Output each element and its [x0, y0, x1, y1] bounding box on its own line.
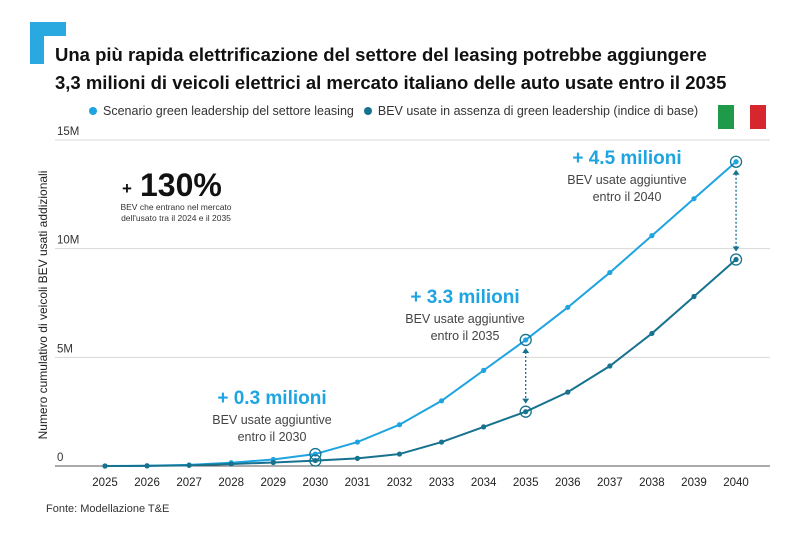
- source-note: Fonte: Modellazione T&E: [46, 503, 170, 515]
- flag-stripe-green: [718, 105, 734, 129]
- highlight-ring-baseline: [309, 454, 322, 467]
- data-point-green-leadership: [607, 269, 613, 276]
- data-point-baseline: [438, 439, 445, 445]
- callout-subtext-2040: BEV usate aggiuntive: [567, 173, 687, 187]
- callout-subtext-2035: BEV usate aggiuntive: [405, 312, 525, 326]
- x-tick-label: 2036: [555, 477, 581, 489]
- chart-title-line-2: 3,3 milioni di veicoli elettrici al merc…: [55, 72, 727, 93]
- headline-stat-value: 130%: [140, 167, 222, 203]
- chart-title-line-1: Una più rapida elettrificazione del sett…: [55, 44, 707, 65]
- callout-subtext-2030: entro il 2030: [238, 430, 307, 444]
- data-point-baseline: [354, 455, 361, 461]
- legend-label-baseline: BEV usate in assenza di green leadership…: [377, 104, 699, 118]
- flag-stripe-white: [734, 105, 750, 129]
- callout-headline-2040: + 4.5 milioni: [572, 148, 681, 169]
- data-point-baseline: [607, 363, 613, 369]
- data-point-baseline: [228, 461, 234, 467]
- callout-headline-2035: + 3.3 milioni: [410, 287, 519, 308]
- callout-headline-2030: + 0.3 milioni: [217, 388, 326, 409]
- data-point-baseline: [649, 330, 655, 337]
- data-point-baseline: [186, 462, 192, 468]
- x-tick-label: 2034: [471, 477, 497, 489]
- data-point-baseline: [733, 256, 739, 263]
- data-point-green-leadership: [354, 439, 361, 445]
- highlight-ring-baseline: [519, 405, 532, 418]
- callout-subtext-2035: entro il 2035: [431, 329, 500, 343]
- x-tick-label: 2030: [303, 477, 329, 489]
- x-tick-label: 2040: [723, 477, 749, 489]
- data-point-baseline: [102, 463, 108, 469]
- highlight-ring-baseline: [729, 253, 743, 266]
- data-point-baseline: [144, 463, 150, 469]
- callout-subtext-2040: entro il 2040: [593, 190, 662, 204]
- connector-arrow-down: [732, 246, 740, 252]
- x-tick-label: 2026: [134, 477, 160, 489]
- headline-stat-note: BEV che entrano nel mercato: [120, 202, 231, 212]
- highlight-ring-green-leadership: [729, 155, 743, 168]
- data-point-baseline: [481, 424, 487, 430]
- x-tick-label: 2035: [513, 477, 539, 489]
- callout-subtext-2030: BEV usate aggiuntive: [212, 413, 332, 427]
- data-point-green-leadership: [523, 337, 529, 343]
- data-point-green-leadership: [565, 304, 571, 310]
- data-point-baseline: [523, 409, 529, 415]
- data-point-baseline: [565, 389, 571, 395]
- chart-title: Una più rapida elettrificazione del sett…: [55, 41, 785, 97]
- legend-swatch-baseline: [363, 107, 372, 115]
- y-tick-label: 10M: [57, 235, 79, 247]
- series-line-baseline: [104, 258, 737, 467]
- x-tick-label: 2031: [345, 477, 371, 489]
- data-point-green-leadership: [438, 398, 445, 404]
- headline-stat-prefix: +: [122, 179, 132, 198]
- legend-item-green-leadership: Scenario green leadership del settore le…: [89, 104, 354, 118]
- x-tick-label: 2033: [429, 477, 455, 489]
- x-tick-label: 2038: [639, 477, 665, 489]
- flag-stripe-red: [750, 105, 766, 129]
- data-point-green-leadership: [691, 196, 697, 202]
- data-point-baseline: [396, 451, 403, 457]
- highlight-ring-green-leadership: [309, 447, 322, 461]
- legend-label-green-leadership: Scenario green leadership del settore le…: [103, 104, 354, 118]
- x-tick-label: 2039: [681, 477, 707, 489]
- data-point-green-leadership: [733, 159, 739, 165]
- y-tick-label: 5M: [57, 343, 73, 355]
- data-point-green-leadership: [481, 367, 487, 373]
- highlight-ring-green-leadership: [519, 333, 532, 347]
- legend-swatch-green-leadership: [89, 107, 97, 115]
- italy-flag-icon: [718, 105, 766, 129]
- data-point-green-leadership: [396, 422, 403, 428]
- connector-arrow-up: [522, 347, 530, 353]
- data-point-green-leadership: [649, 233, 655, 239]
- y-tick-label: 15M: [57, 126, 79, 138]
- connector-arrow-up: [732, 169, 740, 175]
- accent-corner-mark-top: [30, 22, 66, 36]
- legend: Scenario green leadership del settore le…: [89, 104, 708, 118]
- y-tick-label: 0: [57, 452, 63, 464]
- data-point-baseline: [691, 293, 697, 300]
- legend-item-baseline: BEV usate in assenza di green leadership…: [363, 104, 699, 118]
- data-point-baseline: [270, 459, 276, 466]
- headline-stat-note: dell'usato tra il 2024 e il 2035: [121, 213, 231, 223]
- x-tick-label: 2027: [176, 477, 202, 489]
- x-tick-label: 2029: [260, 477, 286, 489]
- connector-arrow-down: [522, 398, 530, 404]
- x-tick-label: 2037: [597, 477, 623, 489]
- x-tick-label: 2025: [92, 477, 118, 489]
- x-tick-label: 2028: [218, 477, 244, 489]
- x-tick-label: 2032: [387, 477, 413, 489]
